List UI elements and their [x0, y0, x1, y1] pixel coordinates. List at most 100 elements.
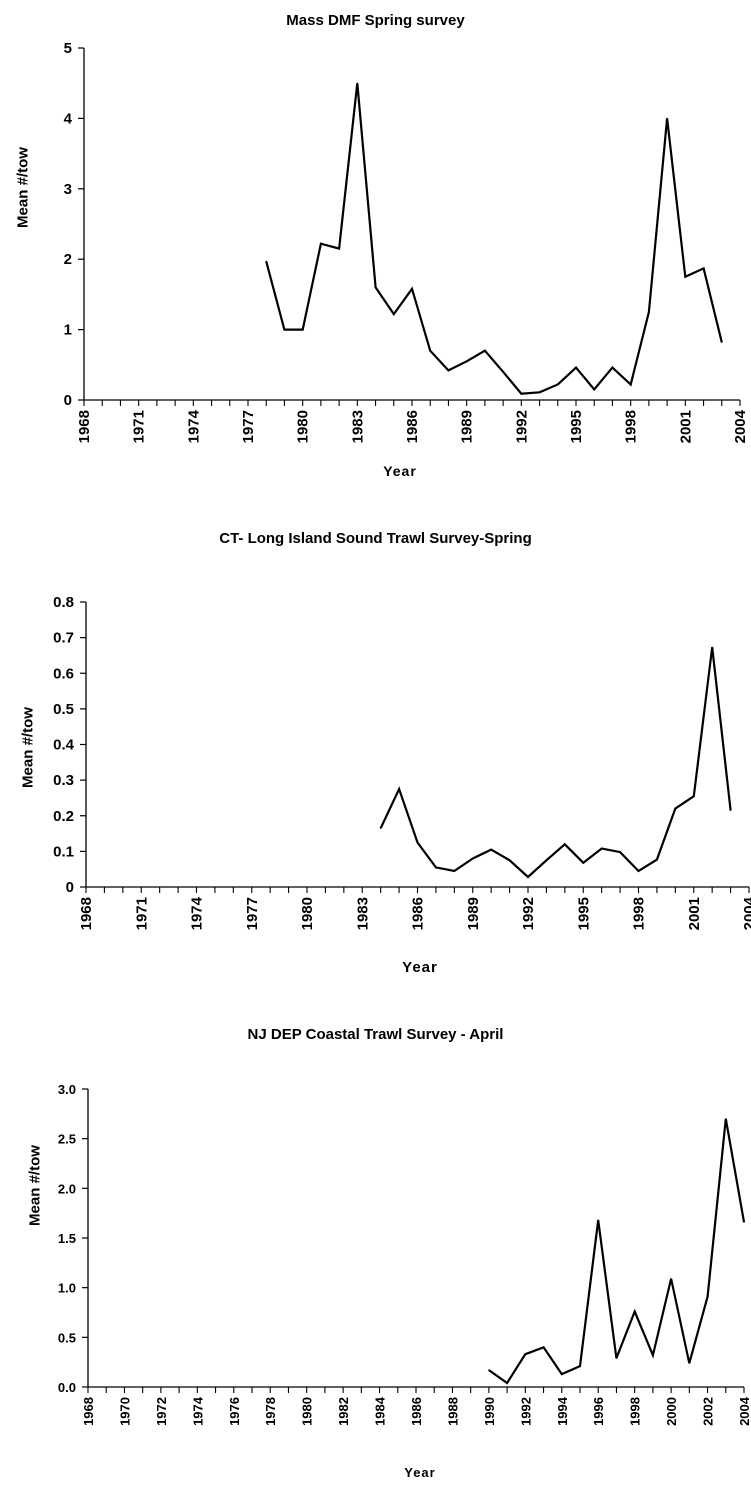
y-tick-label: 0.7 [53, 630, 74, 647]
chart-panel-ct-lis: CT- Long Island Sound Trawl Survey-Sprin… [0, 490, 751, 990]
data-point [502, 371, 504, 373]
data-point [524, 1353, 526, 1355]
data-point [508, 859, 511, 861]
x-axis-label: Year [402, 959, 438, 976]
data-point [302, 329, 304, 331]
data-point [721, 341, 723, 343]
y-tick-label: 0 [64, 392, 72, 409]
x-tick-label: 2004 [732, 409, 749, 443]
x-tick-label: 2000 [664, 1397, 679, 1426]
x-tick-label: 1992 [520, 897, 537, 930]
x-tick-label: 1986 [410, 897, 427, 930]
x-tick-label: 1983 [349, 410, 366, 443]
chart-title: Mass DMF Spring survey [286, 12, 465, 29]
y-tick-label: 0.4 [53, 737, 75, 754]
y-tick-label: 0.5 [53, 701, 74, 718]
x-tick-label: 1968 [78, 897, 95, 930]
x-tick-label: 1986 [404, 410, 421, 443]
y-tick-label: 2.5 [58, 1132, 76, 1147]
chart-title: CT- Long Island Sound Trawl Survey-Sprin… [219, 530, 532, 547]
data-point [670, 1278, 672, 1280]
data-point [488, 1369, 490, 1371]
x-tick-label: 2002 [701, 1397, 716, 1426]
data-point [593, 388, 595, 391]
x-tick-label: 1992 [513, 410, 530, 443]
x-tick-label: 1992 [518, 1397, 533, 1426]
data-point [674, 808, 676, 810]
y-tick-label: 0.1 [53, 843, 74, 860]
data-point [380, 827, 382, 829]
chart-plot-area: 0.0 0.5 1.0 1.5 2.0 2.5 3.0 1968 1970 1972 1974 197… [58, 1082, 751, 1426]
x-tick-label: 1974 [189, 896, 206, 930]
x-tick-label: 1968 [81, 1397, 96, 1426]
data-point [484, 350, 486, 352]
data-point [693, 795, 695, 797]
chart-plot-area: 0 1 2 3 4 5 1968 1971 1974 1977 1980 1983 1986 1989 19… [64, 40, 749, 443]
data-point [579, 1365, 581, 1367]
data-point [666, 117, 668, 119]
y-tick-label: 5 [64, 40, 72, 57]
data-point [472, 857, 474, 860]
y-tick-label: 0.5 [58, 1330, 76, 1345]
x-tick-label: 1977 [240, 410, 257, 443]
x-tick-label: 1971 [133, 897, 150, 930]
x-tick-label: 2004 [741, 896, 751, 930]
y-tick-label: 0.6 [53, 665, 74, 682]
data-point [611, 367, 614, 369]
data-point [447, 369, 450, 372]
y-tick-label: 0.2 [53, 808, 74, 825]
data-point [490, 848, 492, 851]
data-point [725, 1118, 727, 1120]
data-point [393, 313, 395, 315]
y-tick-label: 0 [66, 879, 74, 896]
y-tick-label: 3.0 [58, 1082, 76, 1097]
x-tick-label: 1998 [628, 1397, 643, 1426]
x-tick-label: 1982 [336, 1397, 351, 1426]
x-tick-label: 1977 [244, 897, 261, 930]
data-point [729, 809, 732, 812]
x-tick-label: 2004 [737, 1396, 751, 1426]
series-line [379, 647, 732, 879]
data-point [648, 311, 650, 313]
data-point [615, 1357, 618, 1359]
y-tick-label: 4 [64, 110, 73, 127]
data-point [582, 862, 584, 864]
x-tick-label: 1986 [409, 1397, 424, 1426]
data-point [283, 329, 286, 331]
x-tick-label: 1971 [131, 410, 148, 443]
x-tick-label: 1988 [445, 1397, 460, 1426]
x-tick-label: 1998 [623, 410, 640, 443]
y-tick-label: 0.3 [53, 772, 74, 789]
x-tick-label: 1976 [227, 1397, 242, 1426]
data-point [652, 1354, 654, 1356]
series-line [265, 83, 723, 395]
x-tick-label: 1994 [555, 1396, 570, 1426]
data-point [702, 267, 705, 269]
y-tick-label: 2 [64, 251, 72, 268]
x-tick-label: 1995 [568, 410, 585, 443]
data-point [557, 383, 559, 386]
x-tick-label: 2001 [686, 897, 703, 930]
data-point [601, 847, 603, 850]
series-line [488, 1118, 746, 1385]
data-point [320, 243, 322, 245]
x-tick-label: 1980 [295, 410, 312, 443]
x-tick-label: 1984 [373, 1396, 388, 1426]
data-point [435, 866, 437, 869]
data-point [561, 1373, 563, 1375]
data-point [575, 367, 577, 369]
x-tick-label: 1990 [482, 1397, 497, 1426]
data-point [597, 1219, 599, 1221]
data-point [527, 876, 529, 878]
data-point [374, 286, 377, 288]
y-tick-label: 1 [64, 322, 72, 339]
y-tick-label: 1.0 [58, 1281, 76, 1296]
chart-panel-mass-dmf: Mass DMF Spring survey Mean #/tow Year 0… [0, 0, 751, 490]
data-point [453, 870, 455, 872]
data-point [398, 788, 400, 790]
data-point [630, 383, 632, 386]
x-tick-label: 1996 [591, 1397, 606, 1426]
x-tick-label: 1968 [76, 410, 93, 443]
data-point [356, 82, 358, 84]
data-point [634, 1310, 636, 1313]
